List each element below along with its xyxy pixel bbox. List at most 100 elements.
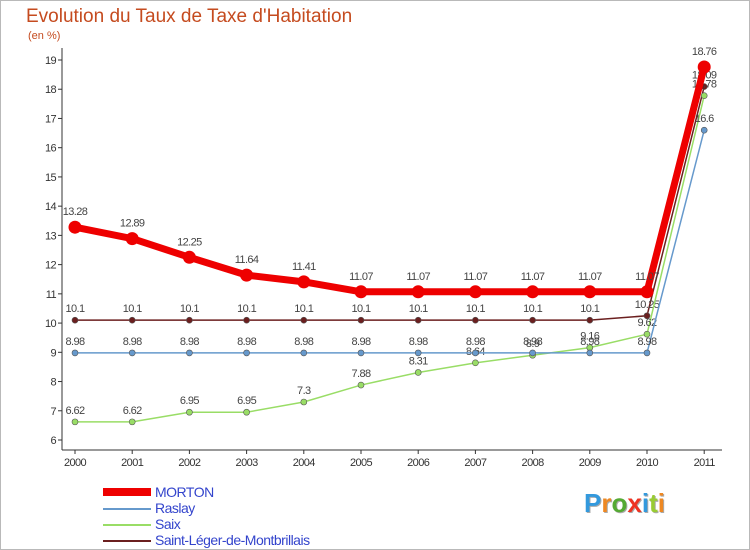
y-tick-label: 12 [45,260,57,272]
data-point [300,316,308,324]
data-label: 10.1 [237,303,256,315]
x-tick-label: 2011 [694,457,716,469]
y-tick-label: 9 [50,347,56,359]
data-label: 8.98 [637,336,656,348]
data-point [71,316,79,324]
data-label: 8.31 [409,355,428,367]
data-point [128,316,136,324]
y-tick-label: 6 [50,435,56,447]
data-label: 11.07 [521,271,545,283]
data-label: 12.25 [177,236,202,248]
data-point [472,359,479,367]
series-line [74,85,705,321]
data-label: 16.6 [695,113,714,125]
data-label: 9.16 [580,331,599,343]
data-point [182,250,196,264]
data-point [414,349,422,357]
data-label: 7.88 [351,368,370,380]
data-point [71,418,79,426]
legend-swatch-saint-leger [103,540,151,542]
data-label: 8.98 [580,336,599,348]
legend-label-morton: MORTON [155,484,214,500]
data-label: 10.1 [294,303,313,315]
data-label: 12.89 [120,218,145,230]
data-label: 11.07 [578,271,602,283]
data-label: 10.1 [65,303,84,315]
data-label: 9.62 [637,317,656,329]
data-point [128,349,136,357]
data-point [186,408,193,416]
data-point [186,316,193,324]
y-tick-label: 14 [45,201,57,213]
chart-unit-label: (en %) [28,30,61,42]
legend-label-saix: Saix [155,516,181,532]
x-tick-label: 2000 [64,457,87,469]
data-label: 8.98 [180,336,199,348]
data-point [71,349,79,357]
data-point [357,381,365,389]
data-label: 10.1 [351,303,370,315]
data-label: 10.1 [123,303,142,315]
data-point [529,349,536,357]
data-point [697,60,711,74]
data-label: 11.41 [292,261,316,273]
data-label: 10.1 [466,303,485,315]
data-label: 8.98 [294,336,313,348]
data-label: 8.9 [526,338,540,350]
data-point [300,398,308,406]
data-point [243,408,250,416]
data-label: 6.62 [65,405,84,417]
data-label: 13.28 [63,206,88,218]
data-label: 18.76 [692,46,717,58]
y-tick-label: 19 [45,55,57,67]
data-point [68,220,82,234]
data-point [529,316,536,324]
data-label: 11.07 [406,271,430,283]
data-point [128,418,136,426]
y-tick-label: 10 [45,318,57,330]
data-point [643,330,651,338]
series-line [71,63,708,296]
x-tick-label: 2007 [464,457,487,469]
logo-letter: P [584,488,602,518]
series-line [74,129,705,354]
data-label: 11.07 [349,271,373,283]
data-point [526,285,540,299]
data-label: 8.98 [65,336,84,348]
data-label: 8.98 [237,336,256,348]
legend-label-raslay: Raslay [155,500,195,516]
data-point [468,285,482,299]
logo-letter: i [657,488,665,518]
x-tick-label: 2003 [236,457,259,469]
x-tick-label: 2010 [636,457,659,469]
x-tick-label: 2004 [293,457,316,469]
data-label: 11.64 [235,254,259,266]
data-point [586,316,594,324]
x-tick-label: 2001 [121,457,144,469]
data-label: 8.98 [123,336,142,348]
data-point [357,349,365,357]
data-point [411,285,425,299]
data-label: 10.25 [635,299,660,311]
legend-swatch-raslay [103,508,151,510]
data-point [472,349,479,357]
data-label: 8.98 [523,336,542,348]
data-label: 7.3 [297,385,311,397]
data-point [300,349,308,357]
y-tick-label: 11 [46,289,57,301]
data-point [297,275,311,289]
data-point [354,285,368,299]
x-tick-label: 2009 [579,457,602,469]
legend-swatch-morton [103,488,151,496]
data-point [700,92,708,99]
data-point [586,349,594,357]
logo-letter: x [627,488,642,518]
data-label: 11.07 [464,271,488,283]
data-label: 6.62 [123,405,142,417]
logo-letter: r [601,488,612,518]
legend-label-saint-leger: Saint-Léger-de-Montbrillais [155,532,310,548]
data-point [472,316,479,324]
x-tick-label: 2005 [350,457,373,469]
